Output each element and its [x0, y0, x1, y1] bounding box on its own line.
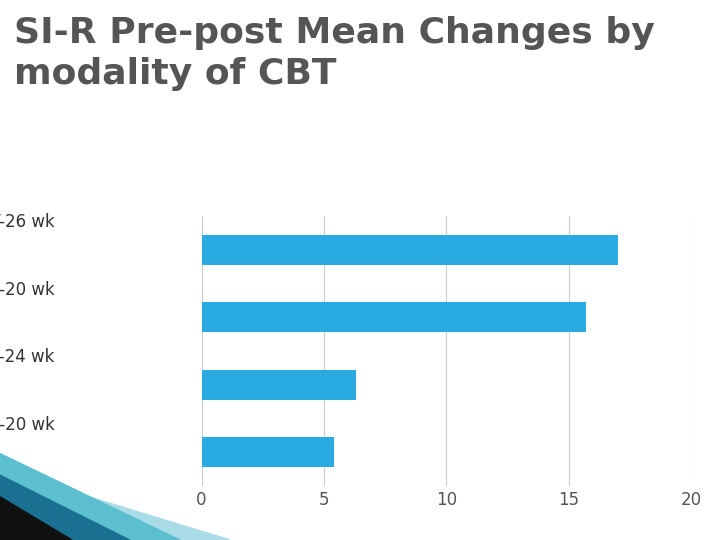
Bar: [202, 369, 356, 400]
Text: biblio-20 wk: biblio-20 wk: [0, 416, 55, 434]
Bar: [202, 302, 586, 333]
Text: individ CBT-26 wk: individ CBT-26 wk: [0, 213, 55, 231]
Bar: [202, 234, 618, 265]
Text: group-20 wk: group-20 wk: [0, 281, 55, 299]
Text: internet-24 wk: internet-24 wk: [0, 348, 55, 366]
Bar: [202, 437, 334, 468]
Text: SI-R Pre-post Mean Changes by
modality of CBT: SI-R Pre-post Mean Changes by modality o…: [14, 16, 655, 91]
